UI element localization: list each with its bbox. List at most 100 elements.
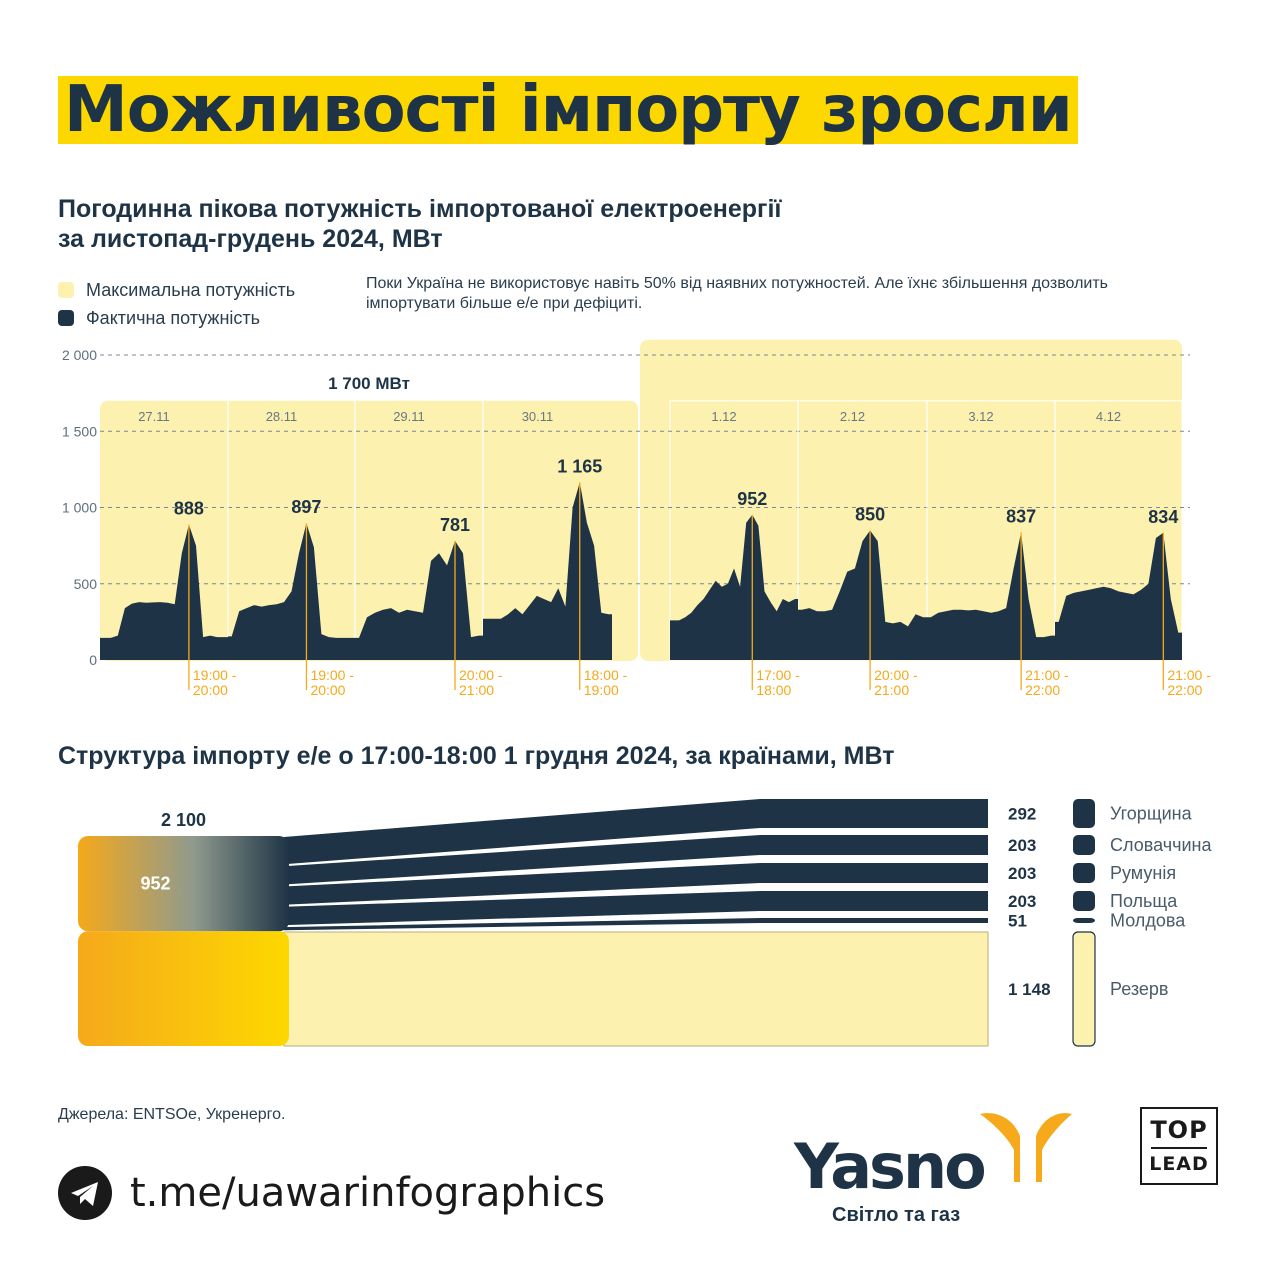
area-chart: 1 700 МВт 2 100 МВт 0 500 1 000 1 500 2 000 27.… xyxy=(62,330,1211,698)
value-label-3: 203 xyxy=(1008,892,1036,911)
area-series-day-0 xyxy=(100,524,228,660)
structure-title: Структура імпорту е/е о 17:00-18:00 1 гр… xyxy=(58,742,895,770)
toplead-logo: TOP LEAD xyxy=(1140,1107,1218,1185)
total-label: 2 100 xyxy=(161,810,206,830)
swatch-1 xyxy=(1073,835,1095,855)
value-label-5: 1 148 xyxy=(1008,980,1051,999)
block-joint xyxy=(80,923,287,939)
area-series-day-5 xyxy=(798,530,927,660)
peak-hour2-5: 21:00 xyxy=(874,682,909,698)
swatch-0 xyxy=(1073,799,1095,828)
area-series-day-6 xyxy=(927,532,1055,660)
peak-hour-1: 19:00 - xyxy=(310,667,354,683)
day-label-0: 27.11 xyxy=(138,409,170,424)
peak-label-3: 1 165 xyxy=(557,456,602,476)
page-title: Можливості імпорту зросли xyxy=(64,73,1073,147)
subtitle-line-2: за листопад-грудень 2024, МВт xyxy=(58,225,443,253)
telegram-icon xyxy=(58,1166,112,1220)
peak-label-6: 837 xyxy=(1006,506,1036,526)
peak-hour2-1: 20:00 xyxy=(310,682,345,698)
flow-band-5 xyxy=(283,931,989,1047)
peak-hour-7: 21:00 - xyxy=(1167,667,1211,683)
swatch-3 xyxy=(1073,891,1095,911)
import-structure-chart: 2 100 292 Угорщина 203 Словаччина 203 Румунія 2… xyxy=(78,799,1212,1047)
legend-swatch-actual xyxy=(58,310,74,326)
peak-hour-5: 20:00 - xyxy=(874,667,918,683)
area-series-day-1 xyxy=(228,523,355,660)
peak-hour-3: 18:00 - xyxy=(584,667,628,683)
ytick-label-4: 2 000 xyxy=(62,347,97,363)
used-label: 952 xyxy=(140,874,170,894)
chart-note: Поки Україна не використовує навіть 50% … xyxy=(366,275,1109,312)
toplead-divider xyxy=(1151,1147,1207,1149)
category-label-0: Угорщина xyxy=(1110,804,1193,824)
peak-hour-6: 21:00 - xyxy=(1025,667,1069,683)
peak-hour2-0: 20:00 xyxy=(193,682,228,698)
max-capacity-label-1: 2 100 МВт xyxy=(870,330,952,332)
ytick-label-1: 500 xyxy=(74,576,98,592)
flow-band-4 xyxy=(284,918,988,931)
max-capacity-area-1 xyxy=(640,339,1182,661)
toplead-bottom: LEAD xyxy=(1149,1153,1209,1175)
max-capacity-label-0: 1 700 МВт xyxy=(328,374,410,393)
peak-hour2-6: 22:00 xyxy=(1025,682,1060,698)
yasno-tagline: Світло та газ xyxy=(832,1204,961,1226)
category-label-3: Польща xyxy=(1110,891,1178,911)
chart-subtitle: Погодинна пікова потужність імпортованої… xyxy=(58,194,958,254)
max-capacity-area-0 xyxy=(100,400,638,661)
flow-band-1 xyxy=(284,835,988,885)
category-label-1: Словаччина xyxy=(1110,835,1212,855)
day-label-2: 29.11 xyxy=(393,409,425,424)
swatch-2 xyxy=(1073,863,1095,883)
day-label-6: 3.12 xyxy=(968,409,993,424)
telegram-url: t.me/uawarinfographics xyxy=(130,1170,606,1216)
peak-label-7: 834 xyxy=(1148,507,1178,527)
value-label-1: 203 xyxy=(1008,836,1036,855)
legend-item-actual: Фактична потужність xyxy=(58,304,295,332)
free-capacity-block xyxy=(78,931,289,1046)
peak-label-5: 850 xyxy=(855,504,885,524)
day-label-5: 2.12 xyxy=(840,409,865,424)
telegram-link[interactable]: t.me/uawarinfographics xyxy=(58,1166,605,1220)
day-label-4: 1.12 xyxy=(711,409,736,424)
legend-label-max: Максимальна потужність xyxy=(86,279,296,300)
area-series-day-7 xyxy=(1055,532,1182,660)
area-series-day-2 xyxy=(355,540,483,660)
peak-label-4: 952 xyxy=(737,489,767,509)
yasno-y-icon xyxy=(980,1113,1072,1182)
peak-hour-0: 19:00 - xyxy=(193,667,237,683)
value-label-4: 51 xyxy=(1008,912,1027,931)
ytick-label-2: 1 000 xyxy=(62,500,97,516)
flow-band-3 xyxy=(284,891,988,926)
peak-label-2: 781 xyxy=(440,515,470,535)
peak-hour2-3: 19:00 xyxy=(584,682,619,698)
day-label-7: 4.12 xyxy=(1096,409,1121,424)
category-label-5: Резерв xyxy=(1110,979,1168,999)
legend-swatch-max xyxy=(58,282,74,298)
ytick-label-3: 1 500 xyxy=(62,423,97,439)
peak-hour-4: 17:00 - xyxy=(756,667,800,683)
peak-label-1: 897 xyxy=(291,497,321,517)
category-label-4: Молдова xyxy=(1110,911,1186,931)
peak-hour2-4: 18:00 xyxy=(756,682,791,698)
value-label-2: 203 xyxy=(1008,864,1036,883)
title-highlight: Можливості імпорту зросли xyxy=(58,76,1078,144)
legend-item-max: Максимальна потужність xyxy=(58,276,295,304)
yasno-wordmark: Yasno xyxy=(794,1130,987,1203)
flow-band-0 xyxy=(284,799,988,865)
swatch-5 xyxy=(1072,931,1096,1047)
area-series-day-4 xyxy=(670,514,798,660)
flow-band-2 xyxy=(284,863,988,905)
source-note: Джерела: ENTSOe, Укренерго. xyxy=(58,1106,286,1123)
swatch-4 xyxy=(1073,918,1095,923)
toplead-top: TOP xyxy=(1150,1116,1208,1144)
chart-legend: Максимальна потужність Фактична потужніс… xyxy=(58,276,295,332)
value-label-0: 292 xyxy=(1008,805,1036,824)
peak-hour-2: 20:00 - xyxy=(459,667,503,683)
peak-hour2-7: 22:00 xyxy=(1167,682,1202,698)
peak-label-0: 888 xyxy=(174,499,204,519)
day-label-1: 28.11 xyxy=(266,409,298,424)
subtitle-line-1: Погодинна пікова потужність імпортованої… xyxy=(58,195,782,223)
day-label-3: 30.11 xyxy=(522,409,554,424)
used-capacity-block xyxy=(78,836,289,932)
